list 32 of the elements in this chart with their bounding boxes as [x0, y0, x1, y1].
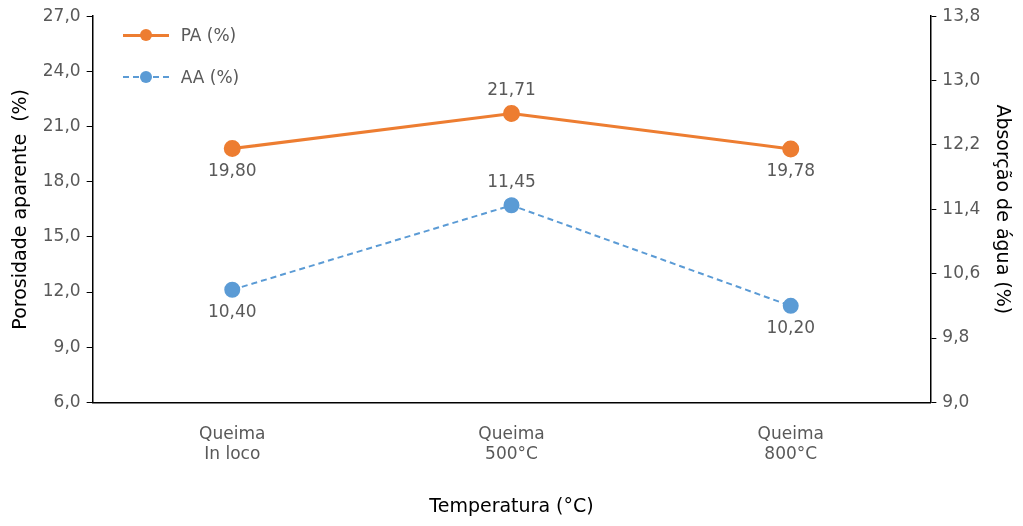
y-tick-label: 9,0 [53, 335, 81, 356]
point [503, 197, 520, 214]
y2-tick-label: 9,8 [942, 326, 970, 347]
point [224, 281, 241, 298]
y-tick-label: 24,0 [42, 59, 81, 80]
y2-tick-label: 10,6 [942, 262, 981, 283]
point [782, 297, 799, 314]
x-tick-label: Queima In loco [199, 423, 266, 464]
y-tick-label: 18,0 [42, 170, 81, 191]
data-label: 10,20 [766, 316, 816, 337]
legend-label: AA (%) [180, 67, 240, 88]
y-tick-label: 21,0 [42, 114, 81, 135]
y-tick-label: 6,0 [53, 390, 81, 411]
data-label: 10,40 [207, 300, 257, 321]
x-tick-label: Queima 500°C [478, 423, 545, 464]
x-axis-title: Temperatura (°C) [428, 493, 594, 516]
data-label: 19,78 [766, 159, 816, 180]
y-tick-label: 15,0 [42, 225, 81, 246]
y2-tick-label: 13,0 [942, 68, 981, 89]
x-tick-label: Queima 800°C [757, 423, 824, 464]
y2-axis-title: Absorção de água (%) [992, 104, 1015, 315]
y2-tick-label: 11,4 [942, 197, 981, 218]
data-label: 11,45 [487, 171, 536, 192]
y2-tick-label: 13,8 [942, 4, 981, 25]
y-axis-title: Porosidade aparente (%) [8, 88, 31, 330]
y-tick-label: 27,0 [42, 4, 81, 25]
y2-tick-label: 12,2 [942, 133, 981, 154]
data-label: 21,71 [487, 79, 536, 100]
legend-label: PA (%) [180, 25, 237, 46]
y2-tick-label: 9,0 [942, 390, 970, 411]
data-label: 19,80 [207, 159, 257, 180]
y-tick-label: 12,0 [42, 280, 81, 301]
